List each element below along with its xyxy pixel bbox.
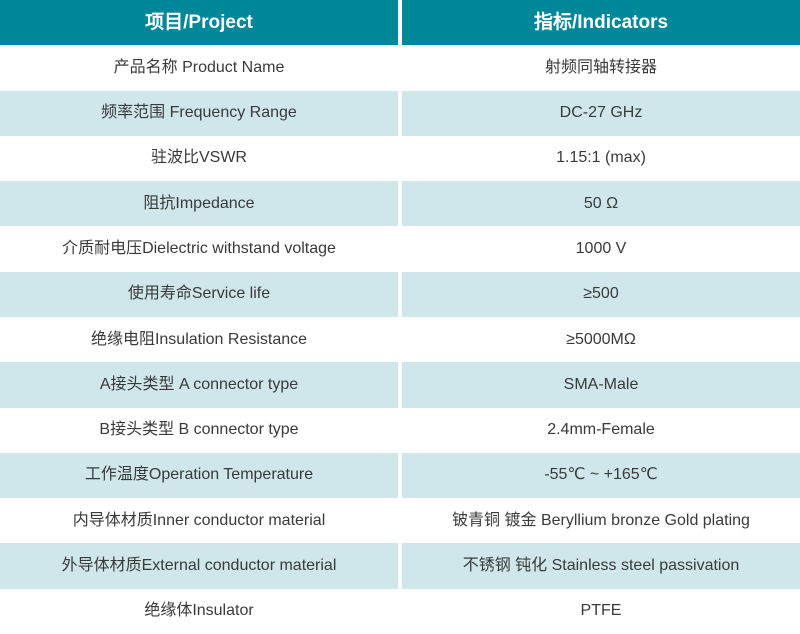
project-cell: 外导体材质External conductor material: [0, 543, 398, 589]
table-row: 介质耐电压Dielectric withstand voltage 1000 V: [0, 226, 800, 272]
indicator-cell: ≥5000MΩ: [402, 316, 800, 363]
indicator-cell: 1000 V: [402, 226, 800, 272]
indicator-cell: 2.4mm-Female: [402, 407, 800, 453]
table-header-row: 项目/Project 指标/Indicators: [0, 0, 800, 46]
project-cell: 产品名称 Product Name: [0, 45, 398, 91]
project-cell: 内导体材质Inner conductor material: [0, 498, 398, 544]
project-cell: 使用寿命Service life: [0, 271, 398, 317]
table-row: 绝缘电阻Insulation Resistance ≥5000MΩ: [0, 316, 800, 363]
indicator-cell: PTFE: [402, 588, 800, 634]
project-cell: 工作温度Operation Temperature: [0, 452, 398, 499]
indicator-cell: DC-27 GHz: [402, 90, 800, 136]
project-cell: A接头类型 A connector type: [0, 362, 398, 408]
project-cell: B接头类型 B connector type: [0, 407, 398, 453]
table-row: 频率范围 Frequency Range DC-27 GHz: [0, 90, 800, 136]
header-indicator-cell: 指标/Indicators: [402, 0, 800, 46]
table-row: B接头类型 B connector type 2.4mm-Female: [0, 407, 800, 453]
indicator-cell: 1.15:1 (max): [402, 135, 800, 182]
indicator-cell: 铍青铜 镀金 Beryllium bronze Gold plating: [402, 498, 800, 544]
table-row: 阻抗Impedance 50 Ω: [0, 181, 800, 227]
table-row: 内导体材质Inner conductor material 铍青铜 镀金 Ber…: [0, 498, 800, 544]
project-cell: 介质耐电压Dielectric withstand voltage: [0, 226, 398, 272]
table-row: 工作温度Operation Temperature -55℃ ~ +165℃: [0, 452, 800, 499]
project-cell: 驻波比VSWR: [0, 135, 398, 182]
indicator-cell: -55℃ ~ +165℃: [402, 452, 800, 499]
table-row: 使用寿命Service life ≥500: [0, 271, 800, 317]
project-cell: 绝缘电阻Insulation Resistance: [0, 316, 398, 363]
indicator-cell: 不锈钢 钝化 Stainless steel passivation: [402, 543, 800, 589]
indicator-cell: ≥500: [402, 271, 800, 317]
table-row: A接头类型 A connector type SMA-Male: [0, 362, 800, 408]
header-project-cell: 项目/Project: [0, 0, 398, 46]
project-cell: 绝缘体Insulator: [0, 588, 398, 634]
table-row: 外导体材质External conductor material 不锈钢 钝化 …: [0, 543, 800, 589]
indicator-cell: SMA-Male: [402, 362, 800, 408]
project-cell: 阻抗Impedance: [0, 181, 398, 227]
indicator-cell: 射频同轴转接器: [402, 45, 800, 91]
table-row: 产品名称 Product Name 射频同轴转接器: [0, 45, 800, 91]
indicator-cell: 50 Ω: [402, 181, 800, 227]
table-row: 绝缘体Insulator PTFE: [0, 588, 800, 634]
table-row: 驻波比VSWR 1.15:1 (max): [0, 135, 800, 182]
project-cell: 频率范围 Frequency Range: [0, 90, 398, 136]
